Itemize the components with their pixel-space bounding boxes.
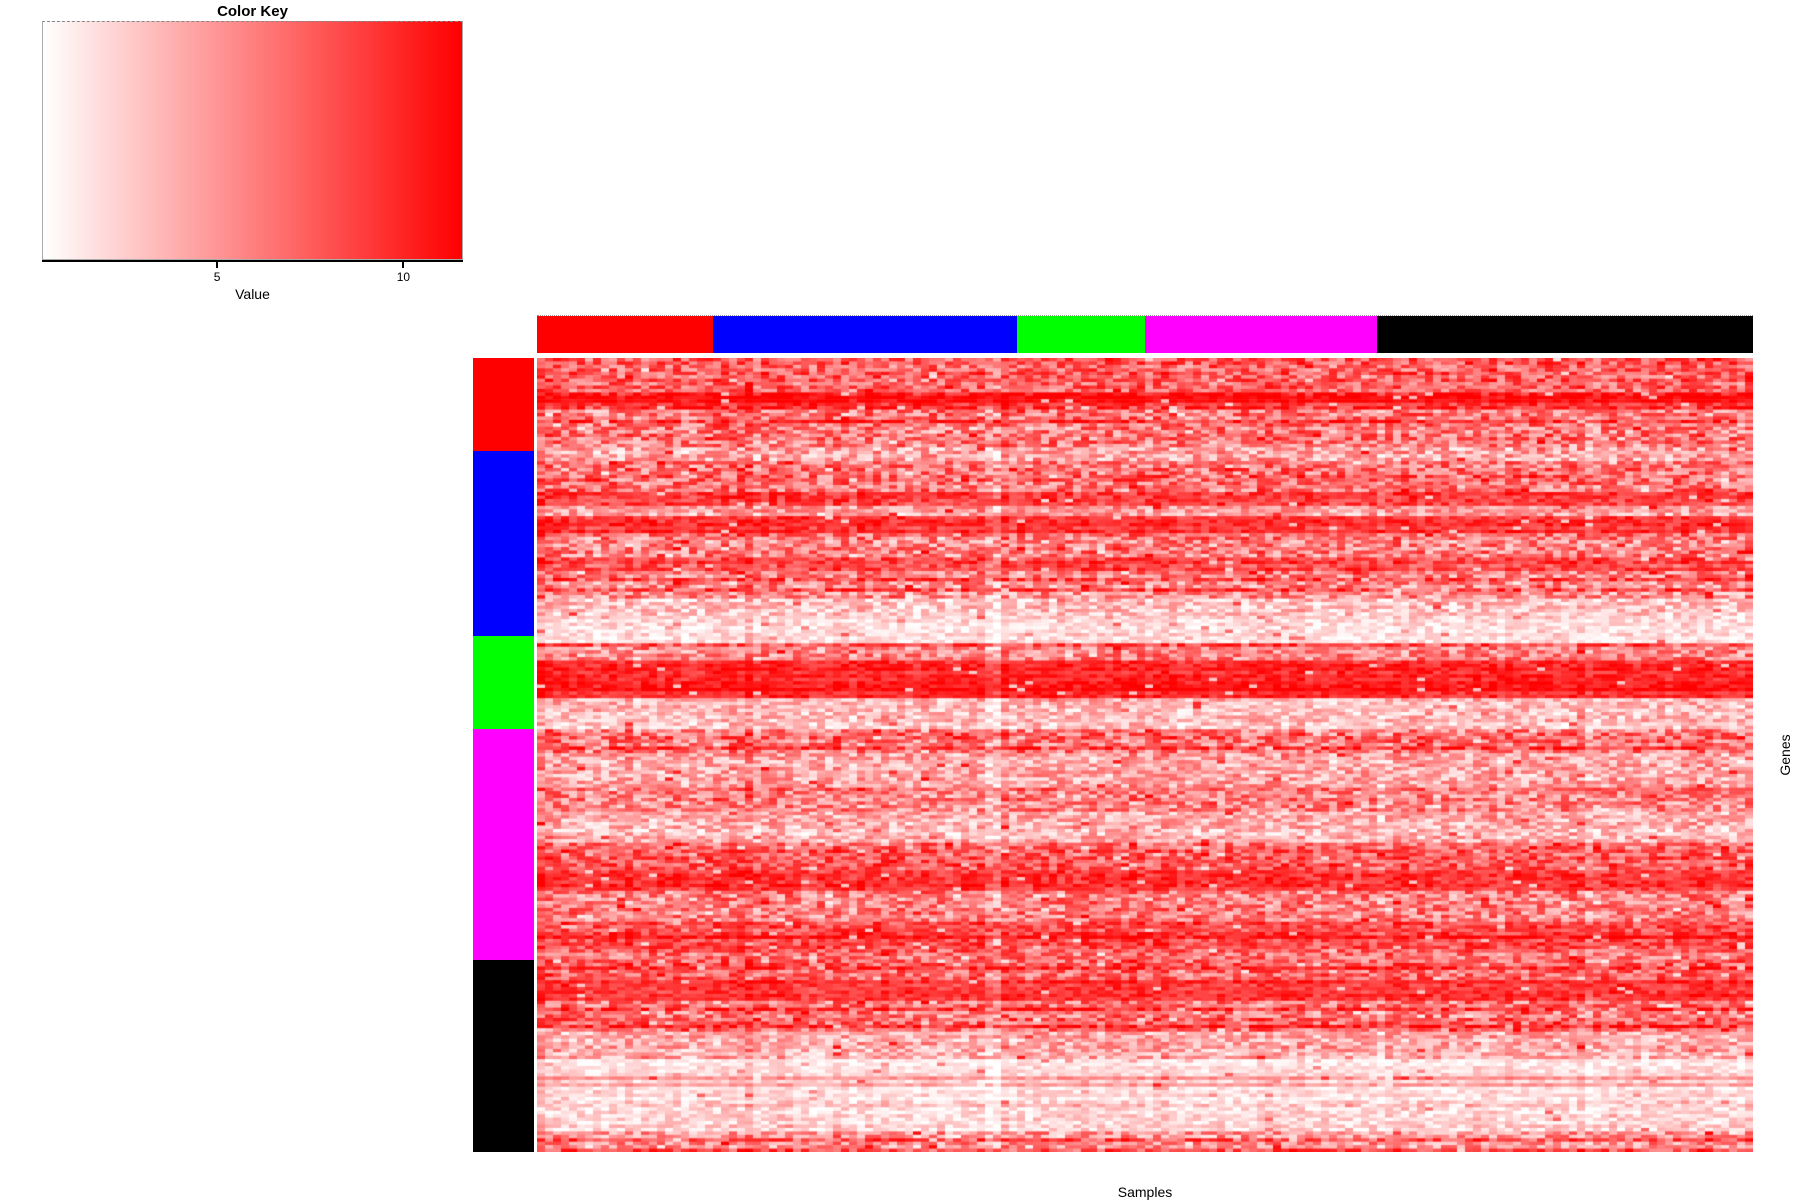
row-group-green [473, 636, 534, 730]
column-group-black [1377, 316, 1753, 353]
row-sidebar [473, 358, 534, 1153]
row-group-red [473, 358, 534, 451]
column-sidebar [537, 315, 1753, 353]
color-key-axis: Value 5 10 [42, 262, 463, 306]
row-group-blue [473, 450, 534, 637]
color-key-gradient [42, 21, 463, 260]
column-group-green [1017, 316, 1145, 353]
color-key-tick-label: 10 [396, 270, 411, 284]
heatmap-canvas [537, 358, 1753, 1152]
color-key-title: Color Key [217, 3, 288, 20]
color-key-axis-line [42, 260, 463, 262]
column-group-magenta [1145, 316, 1377, 353]
row-group-black [473, 959, 534, 1153]
y-axis-label: Genes [1777, 734, 1793, 776]
color-key-value-label: Value [235, 286, 270, 302]
column-group-blue [713, 316, 1017, 353]
x-axis-label: Samples [1117, 1184, 1173, 1200]
color-key-tick-label: 5 [213, 270, 221, 284]
color-key-tick [216, 262, 219, 268]
color-key-tick [402, 262, 405, 268]
column-group-red [537, 316, 713, 353]
row-group-magenta [473, 729, 534, 960]
